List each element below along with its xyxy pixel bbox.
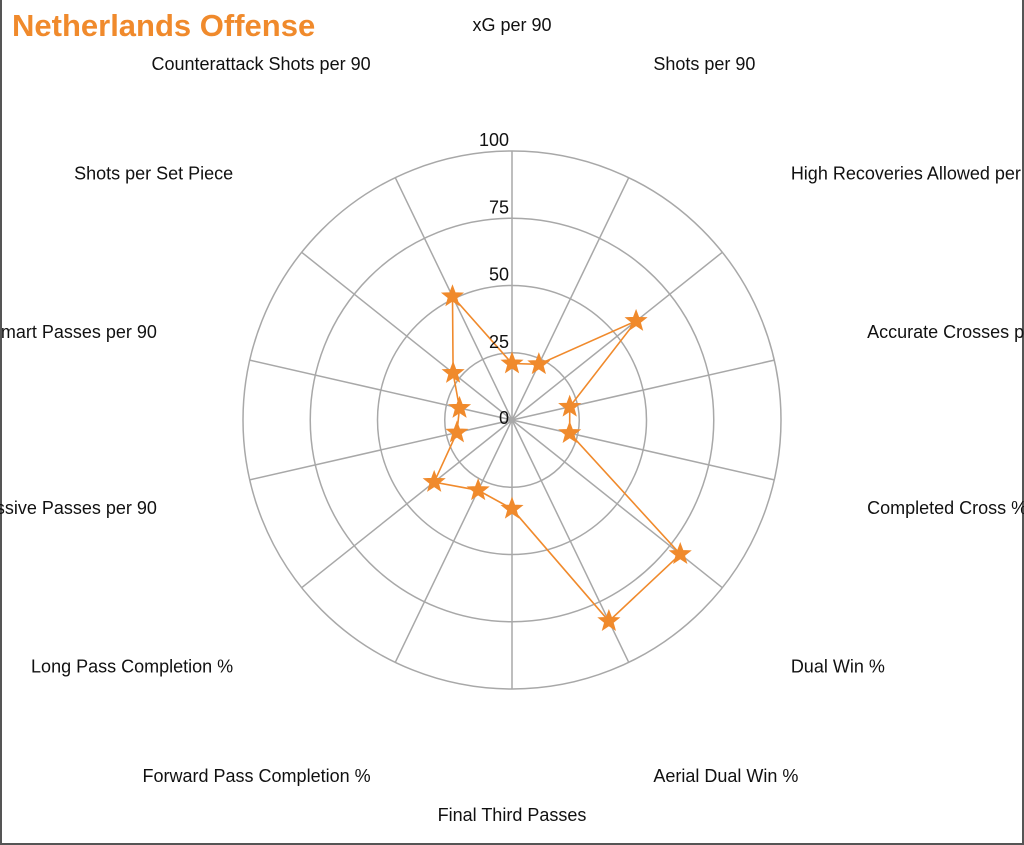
ring-tick-label: 75	[489, 197, 509, 217]
axis-label: Forward Pass Completion %	[143, 766, 371, 786]
grid-spoke	[511, 419, 775, 481]
grid-spoke	[511, 419, 723, 589]
axis-label: High Recoveries Allowed per 90	[791, 164, 1024, 184]
data-point-marker	[500, 496, 524, 519]
ring-tick-label: 50	[489, 265, 509, 285]
data-point-marker	[668, 542, 692, 564]
data-point-marker	[422, 469, 446, 492]
axis-labels: xG per 90 Shots per 90 High Recoveries All…	[0, 15, 1024, 825]
axis-label: Shots per 90	[653, 54, 755, 74]
ring-tick-label: 100	[479, 130, 509, 150]
grid-spoke	[511, 251, 723, 421]
axis-label: Shots per Set Piece	[74, 164, 233, 184]
series-layer	[422, 284, 692, 631]
axis-label: Final Third Passes	[438, 805, 587, 825]
grid-spoke	[249, 419, 513, 481]
data-point-marker	[441, 360, 465, 383]
data-point-marker	[624, 308, 648, 331]
data-point-marker	[527, 352, 551, 375]
axis-label: Counterattack Shots per 90	[151, 54, 370, 74]
ring-tick-label: 25	[489, 332, 509, 352]
axis-label: Completed Cross %	[867, 498, 1024, 518]
data-point-marker	[466, 478, 490, 501]
axis-label: Smart Passes per 90	[0, 322, 157, 342]
data-point-marker	[500, 351, 524, 374]
axis-label: Dual Win %	[791, 656, 885, 676]
data-point-marker	[558, 394, 582, 417]
chart-title: Netherlands Offense	[12, 8, 316, 43]
ring-tick-label: 0	[499, 408, 509, 428]
data-point-marker	[447, 395, 472, 418]
grid-spoke	[249, 359, 513, 421]
grid-spoke	[301, 419, 513, 589]
axis-label: Accurate Crosses per 90	[867, 322, 1024, 342]
grid-spoke	[301, 251, 513, 421]
radar-grid	[242, 150, 782, 690]
axis-label: Aerial Dual Win %	[653, 766, 798, 786]
grid-spoke	[511, 359, 775, 421]
grid-spoke	[394, 419, 513, 663]
axis-label: Long Pass Completion %	[31, 656, 233, 676]
data-point-marker	[558, 421, 582, 443]
grid-spoke	[511, 177, 630, 421]
data-point-marker	[445, 420, 469, 443]
axis-label: xG per 90	[472, 15, 551, 35]
axis-label: Progressive Passes per 90	[0, 498, 157, 518]
ring-labels: 0 25 50 75 100	[479, 130, 509, 428]
data-point-marker	[597, 609, 621, 631]
data-point-marker	[440, 284, 465, 307]
